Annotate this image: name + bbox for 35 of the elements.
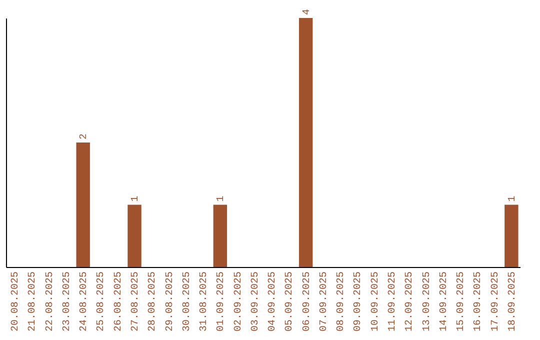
data-label: 1 [130, 196, 142, 202]
data-label: 4 [302, 8, 313, 15]
x-tick-label: 12.09.2025 [404, 272, 416, 332]
x-tick-label: 21.08.2025 [28, 272, 39, 332]
x-tick-label: 25.08.2025 [96, 272, 108, 332]
x-tick-label: 16.09.2025 [473, 272, 484, 332]
x-tick-label: 03.09.2025 [250, 272, 262, 332]
x-tick-label: 10.09.2025 [370, 272, 382, 332]
x-tick-label: 18.09.2025 [507, 272, 518, 332]
x-tick-label: 28.08.2025 [148, 272, 159, 332]
x-tick-label: 11.09.2025 [388, 272, 398, 332]
x-tick-label: 08.09.2025 [336, 272, 348, 332]
x-tick-label: 07.09.2025 [318, 272, 330, 332]
data-label: 1 [216, 196, 228, 202]
x-tick-label: 31.08.2025 [199, 272, 210, 332]
x-tick-label: 09.09.2025 [353, 272, 364, 332]
x-tick-label: 26.08.2025 [113, 272, 124, 332]
x-tick-label: 02.09.2025 [233, 272, 244, 332]
x-tick-label: 20.08.2025 [10, 272, 22, 332]
x-tick-label: 15.09.2025 [456, 272, 468, 332]
x-tick-label: 23.08.2025 [62, 272, 73, 332]
x-tick-label: 01.09.2025 [216, 272, 228, 332]
x-tick-label: 14.09.2025 [438, 272, 450, 332]
x-tick-label: 17.09.2025 [490, 272, 502, 332]
x-tick-label: 22.08.2025 [44, 272, 56, 332]
data-label: 1 [507, 196, 518, 202]
x-tick-label: 24.08.2025 [79, 272, 90, 332]
data-label: 2 [79, 133, 90, 140]
x-tick-label: 06.09.2025 [302, 272, 313, 332]
x-tick-label: 13.09.2025 [422, 272, 433, 332]
x-tick-label: 27.08.2025 [130, 272, 142, 332]
x-tick-label: 30.08.2025 [182, 272, 193, 332]
x-tick-label: 04.09.2025 [268, 272, 279, 332]
x-tick-label: 29.08.2025 [164, 272, 176, 332]
x-tick-label: 05.09.2025 [284, 272, 296, 332]
